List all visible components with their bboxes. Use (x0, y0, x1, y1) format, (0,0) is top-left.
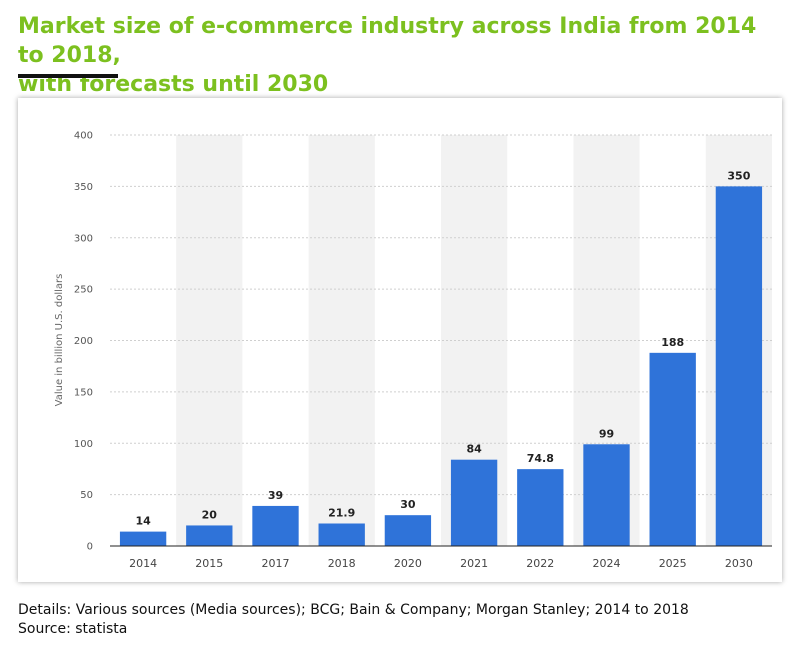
bar-value-label: 39 (268, 489, 283, 502)
x-tick-label: 2025 (659, 557, 687, 570)
bar-2030 (715, 186, 763, 546)
bar-2018 (318, 523, 365, 546)
x-tick-label: 2014 (129, 557, 157, 570)
source-text: Source: statista (18, 621, 128, 637)
bar-2025 (649, 352, 696, 546)
chart-title-line-2: with forecasts until 2030 (18, 72, 329, 97)
details-text: Details: Various sources (Media sources)… (18, 602, 689, 618)
bar-2022 (517, 469, 564, 546)
x-tick-label: 2022 (526, 557, 554, 570)
bar-value-label: 74.8 (527, 452, 554, 465)
y-axis-ticks: 0 50 100 150 200 250 300 350 400 (74, 131, 93, 553)
chart-title: Market size of e-commerce industry acros… (18, 12, 788, 99)
bar-2021 (450, 459, 498, 546)
y-tick-label: 250 (74, 285, 93, 296)
x-tick-label: 2020 (394, 557, 422, 570)
footer-details: Details: Various sources (Media sources)… (18, 601, 788, 639)
x-tick-label: 2021 (460, 557, 488, 570)
bar-chart: 0 50 100 150 200 250 300 350 400 Value in billio… (54, 131, 772, 570)
y-tick-label: 300 (74, 233, 93, 244)
bar-2014 (119, 531, 167, 546)
x-tick-label: 2017 (262, 557, 290, 570)
y-tick-label: 150 (74, 387, 93, 398)
y-tick-label: 100 (74, 439, 93, 450)
bar-value-label: 30 (400, 498, 416, 511)
x-tick-label: 2015 (195, 557, 223, 570)
bars (119, 186, 763, 546)
bar-value-label: 14 (135, 515, 151, 528)
bar-2024 (583, 444, 630, 546)
bar-value-label: 84 (466, 443, 482, 456)
bar-2015 (186, 525, 233, 546)
y-tick-label: 50 (80, 490, 93, 501)
bar-value-label: 350 (727, 169, 750, 182)
chart-card: 0 50 100 150 200 250 300 350 400 Value in billio… (18, 98, 782, 582)
title-underline (18, 74, 118, 78)
bar-2020 (384, 515, 432, 546)
bar-value-label: 188 (661, 336, 684, 349)
y-tick-label: 0 (87, 542, 93, 553)
x-tick-label: 2018 (328, 557, 356, 570)
x-tick-label: 2024 (593, 557, 621, 570)
y-tick-label: 350 (74, 182, 93, 193)
bar-value-labels: 14 20 39 21.9 30 84 74.8 99 188 350 (135, 169, 750, 527)
bar-value-label: 21.9 (328, 506, 355, 519)
bar-value-label: 99 (599, 427, 614, 440)
y-tick-label: 200 (74, 336, 93, 347)
x-axis-ticks: 2014 2015 2017 2018 2020 2021 2022 2024 2025 2030 (129, 557, 753, 570)
y-tick-label: 400 (74, 131, 93, 142)
x-tick-label: 2030 (725, 557, 753, 570)
chart-title-line-1: Market size of e-commerce industry acros… (18, 14, 757, 68)
bar-2017 (252, 505, 299, 546)
bar-value-label: 20 (202, 508, 218, 521)
y-axis-label: Value in billion U.S. dollars (54, 274, 65, 407)
